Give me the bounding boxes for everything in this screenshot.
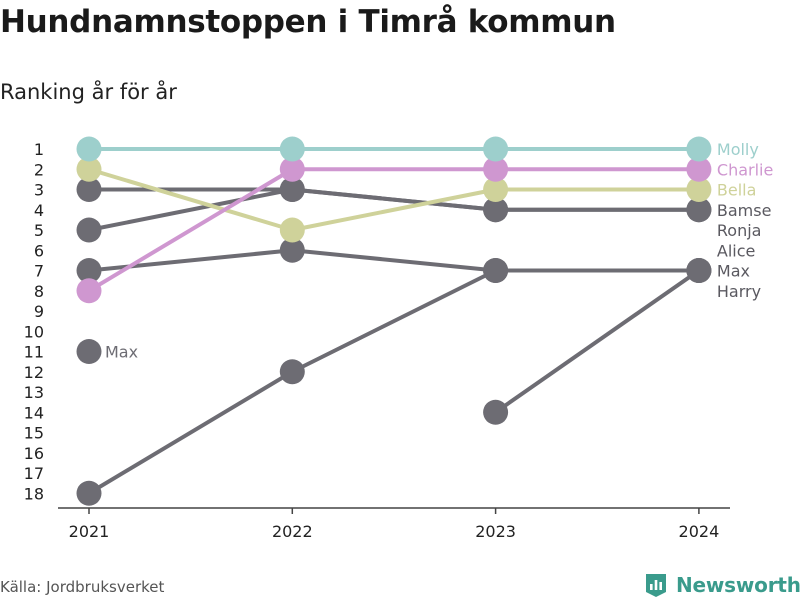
y-tick-label: 11: [24, 343, 44, 362]
data-point: [686, 258, 712, 283]
series-end-label: Molly: [717, 140, 759, 159]
data-point: [76, 156, 102, 182]
y-tick-label: 9: [34, 302, 44, 321]
series-end-label: Alice: [717, 241, 755, 260]
data-point: [76, 480, 102, 506]
y-tick-label: 12: [24, 363, 44, 382]
series-end-label: Ronja: [717, 221, 762, 240]
x-tick-label: 2021: [69, 522, 110, 541]
data-point: [279, 359, 305, 385]
y-tick-label: 18: [24, 484, 44, 503]
source-note: Källa: Jordbruksverket: [0, 578, 165, 596]
y-tick-label: 5: [34, 221, 44, 240]
series-lines: [87, 147, 701, 496]
y-tick-label: 1: [34, 140, 44, 159]
y-tick-label: 14: [24, 403, 44, 422]
data-point: [76, 258, 102, 283]
series-start-label: Max: [105, 343, 138, 362]
data-point: [279, 237, 305, 263]
chart-subtitle: Ranking år för år: [0, 80, 177, 104]
x-tick-label: 2022: [272, 522, 313, 541]
data-point: [483, 399, 509, 425]
data-point: [279, 136, 305, 162]
data-point: [76, 339, 102, 364]
y-tick-label: 3: [34, 181, 44, 200]
data-point: [686, 136, 712, 162]
data-point: [483, 197, 509, 223]
series-end-label: Max: [717, 262, 750, 281]
data-point: [686, 177, 712, 202]
data-point: [279, 156, 305, 182]
data-point: [483, 136, 509, 162]
data-point: [686, 156, 712, 182]
y-tick-label: 6: [34, 241, 44, 260]
data-point: [279, 217, 305, 243]
data-point: [76, 278, 102, 304]
data-point: [483, 156, 509, 182]
newsworthy-logo: Newsworthy: [644, 570, 800, 600]
y-tick-label: 2: [34, 160, 44, 179]
data-point: [279, 177, 305, 202]
data-point: [76, 136, 102, 162]
series-end-label: Bamse: [717, 201, 772, 220]
chart-title: Hundnamnstoppen i Timrå kommun: [0, 4, 616, 40]
y-tick-label: 10: [24, 322, 44, 341]
y-tick-label: 8: [34, 282, 44, 301]
series-end-label: Charlie: [717, 160, 773, 179]
series-line: [87, 167, 701, 232]
data-point: [686, 197, 712, 223]
data-point: [76, 217, 102, 243]
y-tick-label: 13: [24, 383, 44, 402]
series-line: [493, 268, 701, 415]
y-tick-label: 4: [34, 201, 44, 220]
series-line: [87, 248, 701, 273]
data-point: [483, 177, 509, 202]
series-line: [87, 268, 701, 496]
y-tick-label: 15: [24, 424, 44, 443]
y-tick-label: 7: [34, 262, 44, 281]
newsworthy-logo-icon: [646, 574, 666, 597]
y-tick-label: 17: [24, 464, 44, 483]
y-tick-label: 16: [24, 444, 44, 463]
newsworthy-logo-text: Newsworthy: [676, 573, 800, 597]
series-line: [87, 167, 701, 293]
x-tick-label: 2023: [475, 522, 516, 541]
series-end-label: Harry: [717, 282, 761, 301]
data-point: [483, 258, 509, 283]
series-line: [87, 187, 701, 212]
series-end-label: Bella: [717, 181, 757, 200]
data-point: [76, 177, 102, 202]
series-points: [76, 136, 712, 506]
x-tick-label: 2024: [679, 522, 720, 541]
